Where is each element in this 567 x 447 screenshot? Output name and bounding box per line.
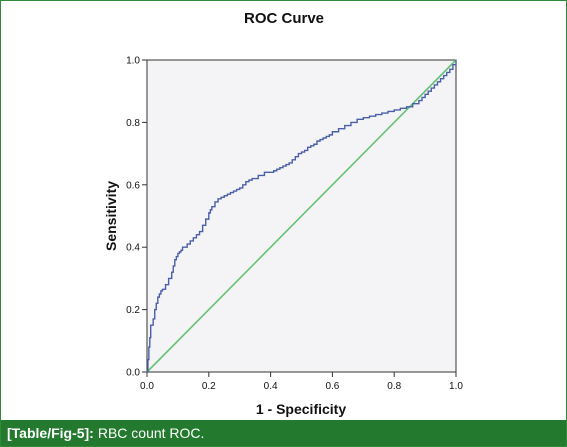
x-tick-label: 0.4	[264, 381, 278, 392]
x-tick-label: 1.0	[449, 381, 463, 392]
roc-curve-line	[147, 60, 457, 373]
y-tick-label: 0.8	[126, 118, 140, 129]
x-tick-label: 0.2	[202, 381, 216, 392]
x-tick-label: 0.6	[325, 381, 339, 392]
chart-title: ROC Curve	[244, 10, 324, 27]
x-tick-label: 0.8	[387, 381, 401, 392]
y-tick-label: 0.2	[126, 305, 140, 316]
y-tick-label: 1.0	[126, 56, 140, 67]
caption-text: RBC count ROC.	[97, 425, 205, 441]
y-tick-label: 0.4	[126, 243, 140, 254]
y-tick-label: 0.6	[126, 180, 140, 191]
figure-caption: [Table/Fig-5]: RBC count ROC.	[1, 420, 566, 446]
roc-chart: ROC Curve 1 - Specificity Sensitivity 0.…	[103, 10, 463, 417]
x-axis-label: 1 - Specificity	[256, 401, 346, 417]
y-tick-label: 0.0	[126, 368, 140, 379]
reference-line	[146, 59, 457, 373]
x-tick-label: 0.0	[140, 381, 154, 392]
y-axis-label: Sensitivity	[103, 181, 119, 251]
caption-label: [Table/Fig-5]:	[7, 425, 94, 441]
